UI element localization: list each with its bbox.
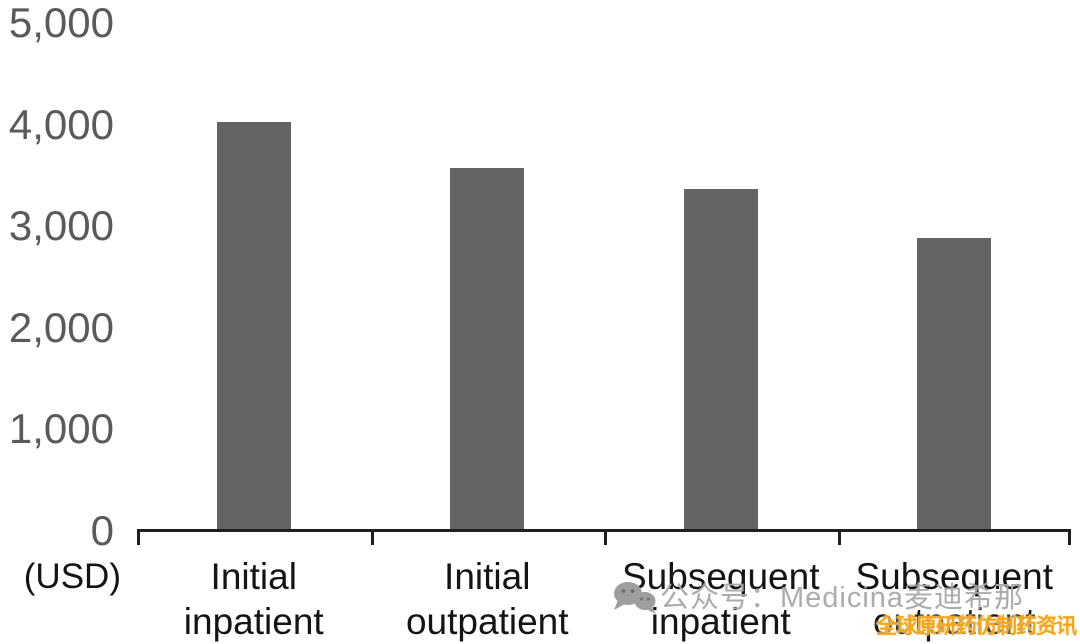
y-tick-label: 4,000 [8, 100, 114, 148]
y-tick-label: 0 [90, 507, 114, 554]
bar [450, 168, 525, 531]
category-label: Initial outpatient [405, 556, 569, 642]
x-tick [837, 529, 841, 545]
category-label: Subsequent outpatient [855, 556, 1053, 642]
x-tick [1068, 529, 1071, 545]
y-tick-label: 5,000 [8, 0, 114, 46]
x-tick [370, 529, 374, 545]
bar [216, 121, 291, 531]
bar [917, 238, 992, 531]
x-tick [137, 529, 140, 545]
y-axis-unit-label: (USD) [23, 557, 121, 596]
bar [683, 188, 758, 531]
category-label: Initial inpatient [183, 556, 324, 642]
y-tick-label: 3,000 [8, 202, 114, 250]
y-tick-label: 2,000 [8, 303, 114, 351]
y-tick-label: 1,000 [8, 405, 114, 453]
category-label: Subsequent inpatient [621, 556, 820, 642]
watermark-orange-text: 全球原研药仿制药资讯 [876, 615, 1077, 638]
x-tick [604, 529, 607, 545]
